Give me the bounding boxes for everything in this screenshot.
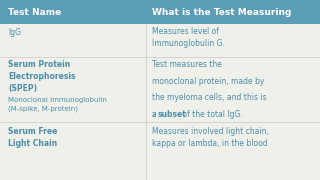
Text: monoclonal protein, made by: monoclonal protein, made by xyxy=(152,77,264,86)
Text: Test Name: Test Name xyxy=(8,8,61,17)
Text: Serum Protein
Electrophoresis
(SPEP): Serum Protein Electrophoresis (SPEP) xyxy=(8,60,76,93)
Text: the myeloma cells, and this is: the myeloma cells, and this is xyxy=(152,93,267,102)
Text: Measures involved light chain,
kappa or lambda, in the blood: Measures involved light chain, kappa or … xyxy=(152,127,269,148)
Text: Measures level of
Immunoglobulin G.: Measures level of Immunoglobulin G. xyxy=(152,27,225,48)
Text: a: a xyxy=(152,110,159,119)
Text: Monoclonal immunoglobulin
(M-spike, M-protein): Monoclonal immunoglobulin (M-spike, M-pr… xyxy=(8,97,107,112)
Text: a: a xyxy=(152,110,159,119)
Text: Serum Free
Light Chain: Serum Free Light Chain xyxy=(8,127,57,148)
Text: subset: subset xyxy=(158,110,187,119)
Bar xyxy=(0,0,320,24)
Text: IgG: IgG xyxy=(8,28,21,37)
Text: Test measures the: Test measures the xyxy=(152,60,222,69)
Text: What is the Test Measuring: What is the Test Measuring xyxy=(152,8,292,17)
Text: of the total IgG.: of the total IgG. xyxy=(180,110,242,119)
